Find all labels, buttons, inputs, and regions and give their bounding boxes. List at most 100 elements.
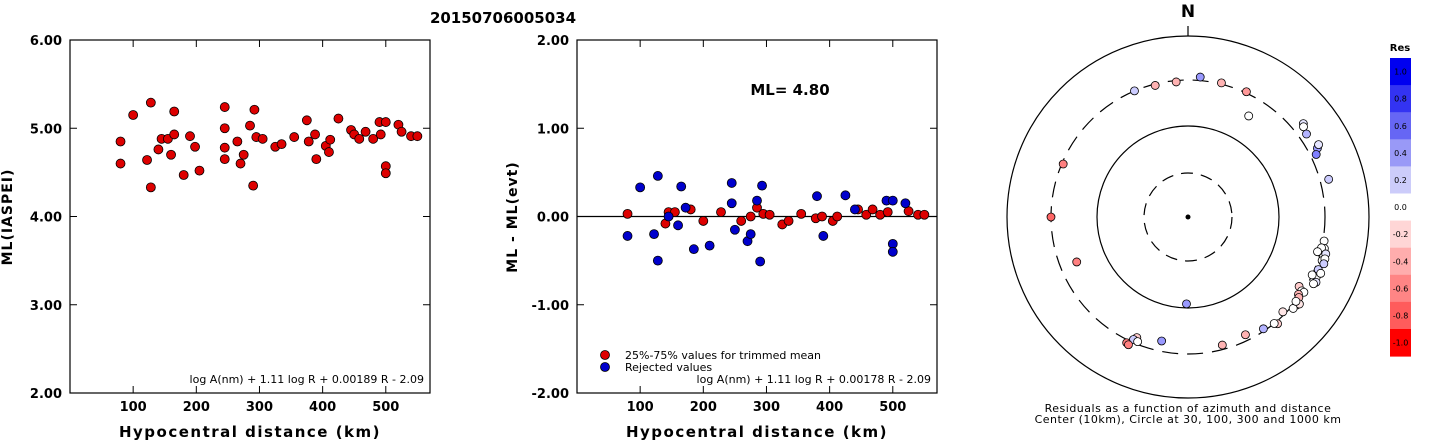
data-point xyxy=(360,126,371,137)
y-tick-label: 2.00 xyxy=(30,387,62,402)
residuals-polar-panel: N Residuals as a function of azimuth and… xyxy=(1006,2,1370,426)
colorbar-cell xyxy=(1390,274,1411,303)
middle-formula: log A(nm) + 1.11 log R + 0.00178 R - 2.0… xyxy=(697,373,931,386)
x-tick-label: 100 xyxy=(120,400,147,415)
colorbar-tick-label: 0.0 xyxy=(1394,203,1407,212)
ring-30km xyxy=(1143,172,1233,262)
data-point xyxy=(169,129,180,140)
residual-point xyxy=(1309,279,1318,289)
data-point xyxy=(219,154,230,165)
residual-point xyxy=(1046,212,1056,222)
x-tick-label: 400 xyxy=(309,400,336,415)
colorbar-tick-label: 0.6 xyxy=(1394,122,1407,131)
colorbar-cell xyxy=(1390,166,1411,194)
colorbar-cell xyxy=(1390,329,1411,357)
rejected-point xyxy=(755,256,766,267)
middle-x-ticks: 100 200 300 400 500 xyxy=(627,40,906,415)
left-points xyxy=(115,97,423,193)
polar-caption-line2: Center (10km), Circle at 30, 100, 300 an… xyxy=(1035,413,1342,426)
rejected-point xyxy=(812,191,822,202)
rejected-point xyxy=(673,220,683,231)
left-y-axis-label: ML(IASPEI) xyxy=(0,169,16,266)
data-point xyxy=(325,134,336,145)
middle-points xyxy=(622,171,930,267)
y-tick-label: 3.00 xyxy=(30,299,62,314)
residual-point xyxy=(1244,111,1254,121)
data-point xyxy=(311,154,322,165)
residual-point xyxy=(1072,257,1082,267)
residual-point xyxy=(1217,340,1227,350)
data-point xyxy=(245,120,255,131)
data-point xyxy=(380,168,391,179)
x-tick-label: 500 xyxy=(372,400,399,415)
residual-point xyxy=(1133,337,1143,347)
data-point xyxy=(303,136,314,147)
data-point xyxy=(276,139,287,150)
data-point xyxy=(412,131,423,142)
rejected-point xyxy=(649,229,659,240)
legend-marker-trimmed xyxy=(600,350,610,360)
middle-x-axis-label: Hypocentral distance (km) xyxy=(626,423,888,441)
data-point xyxy=(289,132,300,142)
y-tick-label: -2.00 xyxy=(532,387,569,402)
data-point xyxy=(396,126,407,137)
rejected-point xyxy=(752,195,762,206)
data-point xyxy=(333,113,344,124)
colorbar-tick-label: -0.8 xyxy=(1393,311,1409,320)
data-point xyxy=(232,136,243,147)
colorbar-tick-label: -1.0 xyxy=(1393,339,1409,348)
data-point xyxy=(128,110,139,120)
y-tick-label: 6.00 xyxy=(30,34,62,49)
rejected-point xyxy=(900,198,911,209)
legend-label-rejected: Rejected values xyxy=(625,361,712,374)
trimmed-point xyxy=(764,209,775,220)
colorbar-title: Res xyxy=(1390,43,1410,54)
residual-point xyxy=(1150,81,1160,90)
data-point xyxy=(375,129,386,140)
middle-y-ticks: -2.00 -1.00 0.00 1.00 2.00 xyxy=(532,34,937,402)
trimmed-point xyxy=(736,216,747,226)
x-tick-label: 100 xyxy=(627,400,654,415)
data-point xyxy=(249,104,260,115)
rejected-point xyxy=(688,244,699,255)
left-x-axis-label: Hypocentral distance (km) xyxy=(119,423,381,441)
residual-point xyxy=(1217,78,1226,88)
colorbar-cell xyxy=(1390,112,1411,140)
rejected-point xyxy=(757,180,767,191)
x-tick-label: 500 xyxy=(879,400,906,415)
left-x-ticks: 100 200 300 400 500 xyxy=(120,40,399,415)
colorbar-cell xyxy=(1390,301,1411,330)
data-point xyxy=(142,155,152,165)
data-point xyxy=(194,165,205,176)
trimmed-point xyxy=(783,216,794,226)
rejected-point xyxy=(652,171,663,181)
rejected-point xyxy=(840,190,851,201)
rejected-point xyxy=(745,229,756,240)
residual-point xyxy=(1311,150,1321,159)
rejected-point xyxy=(652,255,663,266)
residual-point xyxy=(1291,296,1301,306)
colorbar-tick-label: 0.4 xyxy=(1394,149,1407,158)
data-point xyxy=(115,158,126,169)
y-tick-label: 0.00 xyxy=(537,211,569,226)
residual-point xyxy=(1269,319,1279,328)
data-point xyxy=(368,133,379,144)
data-point xyxy=(219,142,230,153)
colorbar-labels: 1.0 0.8 0.6 0.4 0.2 0.0 -0.2 -0.4 -0.6 -0.8 -1.0 xyxy=(1393,68,1409,348)
residual-point xyxy=(1324,174,1334,184)
rejected-point xyxy=(726,198,737,209)
middle-y-axis-label: ML - ML(evt) xyxy=(505,161,521,272)
x-tick-label: 200 xyxy=(183,400,210,415)
trimmed-point xyxy=(832,211,843,222)
data-point xyxy=(310,129,320,140)
colorbar-tick-label: -0.2 xyxy=(1393,230,1409,239)
data-point xyxy=(145,182,156,193)
trimmed-point xyxy=(861,209,872,220)
polar-points xyxy=(1046,72,1334,350)
data-point xyxy=(257,133,268,144)
data-point xyxy=(166,149,176,160)
residual-point xyxy=(1278,307,1288,317)
residual-point xyxy=(1130,86,1139,96)
rejected-point xyxy=(704,240,715,251)
